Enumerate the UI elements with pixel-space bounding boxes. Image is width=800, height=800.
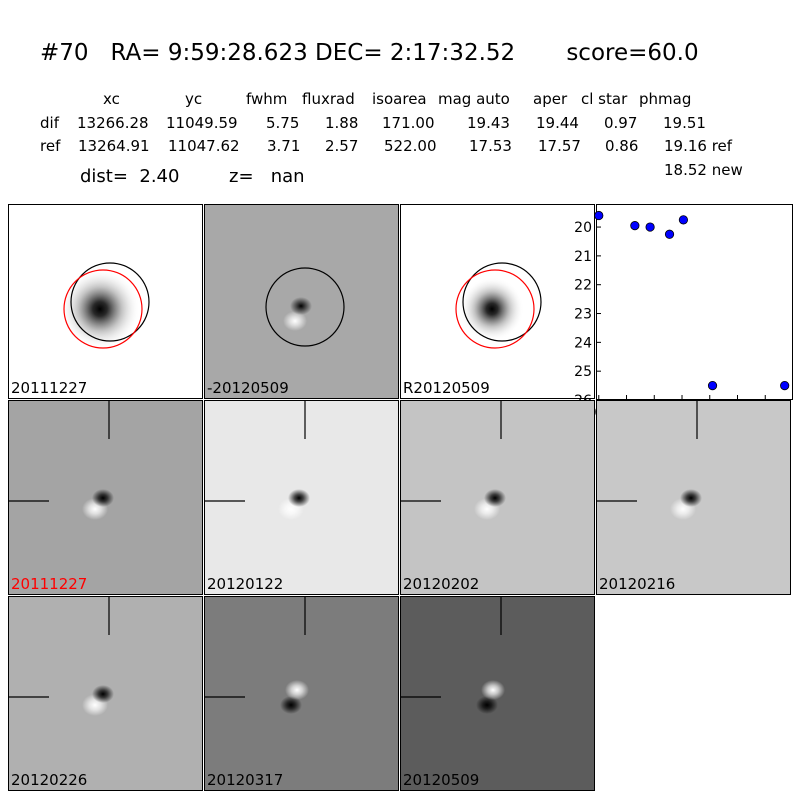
cutout-label: 20120122 <box>207 575 284 593</box>
residual-dark <box>476 696 498 714</box>
dif-clstar: 0.97 <box>604 114 638 132</box>
page-title: #70 RA= 9:59:28.623 DEC= 2:17:32.52 scor… <box>40 40 699 66</box>
ref-xc: 13264.91 <box>78 137 150 155</box>
diff-image <box>205 205 398 398</box>
dif-isoarea: 171.00 <box>382 114 435 132</box>
cutout-label: 20120509 <box>403 771 480 789</box>
cutout-panel: 20120509 <box>400 596 595 791</box>
cutout-image <box>9 597 202 790</box>
cutout-panel: 20120216 <box>596 400 791 595</box>
cutout-panel: 20120122 <box>204 400 399 595</box>
new-ref-image-panel: R20120509 <box>400 204 595 399</box>
data-point <box>645 222 655 232</box>
black-aperture-circle <box>265 267 345 347</box>
col-fwhm: fwhm <box>246 90 288 108</box>
residual-light <box>285 680 309 700</box>
cutout-label: 20120202 <box>403 575 480 593</box>
row-label-dif: dif <box>40 114 59 132</box>
new-mag: 18.52 new <box>664 161 743 179</box>
ref-aper: 17.57 <box>538 137 581 155</box>
cutout-label: 20120216 <box>599 575 676 593</box>
cutout-image <box>401 401 594 594</box>
residual-dark <box>680 489 702 507</box>
cutout-image <box>205 401 398 594</box>
ref-fwhm: 3.71 <box>267 137 301 155</box>
cutout-panel: 20120202 <box>400 400 595 595</box>
ref-image-label: 20111227 <box>11 379 88 397</box>
data-point <box>707 380 718 391</box>
star-source <box>460 277 524 341</box>
data-point <box>780 380 790 391</box>
y-tick-label: 20 <box>574 220 592 236</box>
dif-aper: 19.44 <box>536 114 579 132</box>
cutout-label: 20120317 <box>207 771 284 789</box>
dif-magauto: 19.43 <box>467 114 510 132</box>
dif-xc: 13266.28 <box>77 114 149 132</box>
y-tick-label: 24 <box>574 335 592 351</box>
residual-dark <box>484 489 506 507</box>
y-tick-label: 23 <box>574 307 592 323</box>
star-source <box>60 269 140 349</box>
y-tick-label: 21 <box>574 249 592 265</box>
residual-dark <box>290 297 312 315</box>
black-aperture-circle <box>70 262 150 342</box>
y-tick-label: 22 <box>574 278 592 294</box>
ref-phmag: 19.16 ref <box>664 137 733 155</box>
col-xc: xc <box>103 90 120 108</box>
cutout-image <box>597 401 790 594</box>
dist-value: dist= 2.40 <box>80 166 180 187</box>
dif-phmag: 19.51 <box>663 114 706 132</box>
cutout-label: 20111227 <box>11 575 88 593</box>
ref-clstar: 0.86 <box>605 137 639 155</box>
ref-magauto: 17.53 <box>469 137 512 155</box>
ref-isoarea: 522.00 <box>384 137 437 155</box>
cutout-panel: 20120226 <box>8 596 203 791</box>
y-tick-label: 25 <box>574 364 592 380</box>
redshift-value: z= nan <box>229 166 305 187</box>
ref-image <box>9 205 202 398</box>
data-point <box>630 221 640 231</box>
ref-yc: 11047.62 <box>168 137 240 155</box>
cutout-image <box>205 597 398 790</box>
residual-light <box>481 680 505 700</box>
new-ref-image-label: R20120509 <box>403 379 490 397</box>
ref-image-panel: 20111227 <box>8 204 203 399</box>
red-aperture-circle <box>63 269 143 349</box>
residual-dark <box>92 489 114 507</box>
data-point <box>594 210 604 221</box>
lightcurve-plot: 20212223242526020406080100120 <box>574 210 790 421</box>
diff-image-panel: -20120509 <box>204 204 399 399</box>
data-point <box>678 215 689 225</box>
col-aper: aper <box>533 90 568 108</box>
cutout-image <box>9 401 202 594</box>
residual-dark <box>288 489 310 507</box>
residual-light <box>283 311 307 331</box>
lightcurve-frame <box>596 204 793 400</box>
cutout-label: 20120226 <box>11 771 88 789</box>
dif-yc: 11049.59 <box>166 114 238 132</box>
black-aperture-circle <box>462 262 542 342</box>
col-fluxrad: fluxrad <box>302 90 355 108</box>
dif-fluxrad: 1.88 <box>325 114 359 132</box>
new-ref-image <box>401 205 594 398</box>
col-phmag: phmag <box>639 90 692 108</box>
red-aperture-circle <box>455 269 535 349</box>
col-clstar: cl star <box>581 90 628 108</box>
row-label-ref: ref <box>40 137 61 155</box>
residual-dark <box>280 696 302 714</box>
cutout-panel: 20120317 <box>204 596 399 791</box>
data-point <box>664 229 675 239</box>
dif-fwhm: 5.75 <box>266 114 300 132</box>
col-isoarea: isoarea <box>372 90 427 108</box>
ref-fluxrad: 2.57 <box>325 137 359 155</box>
cutout-panel: 20111227 <box>8 400 203 595</box>
col-magauto: mag auto <box>438 90 510 108</box>
col-yc: yc <box>185 90 203 108</box>
cutout-image <box>401 597 594 790</box>
residual-dark <box>92 685 114 703</box>
diff-image-label: -20120509 <box>207 379 289 397</box>
